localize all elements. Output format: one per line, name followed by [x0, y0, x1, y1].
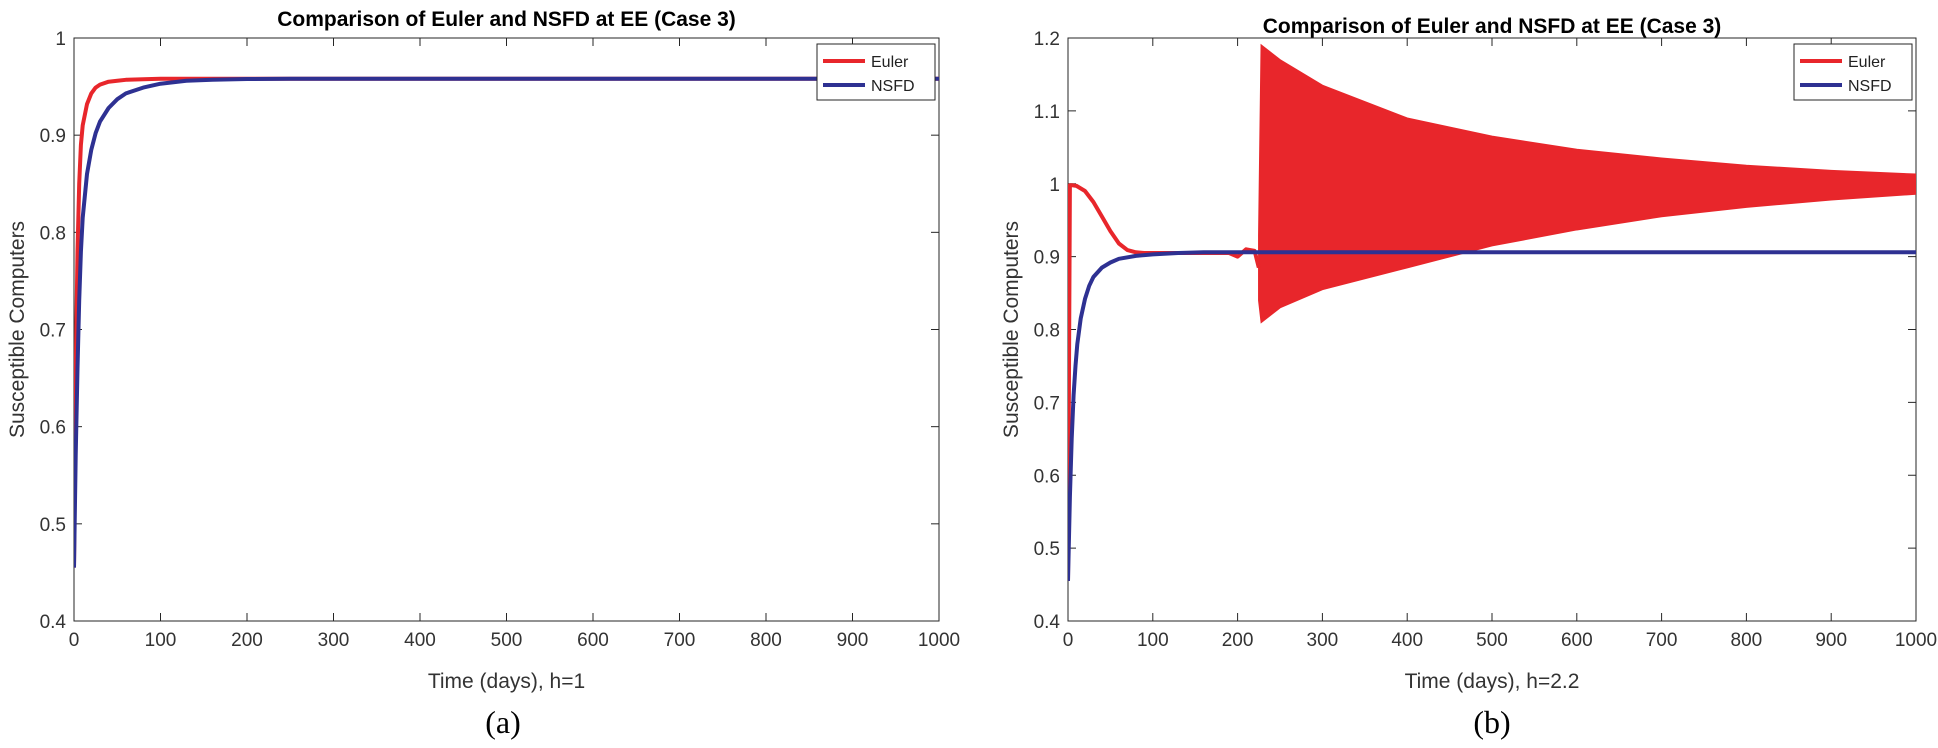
x-tick-label: 600	[1561, 630, 1593, 651]
x-tick-label: 900	[837, 630, 869, 651]
x-tick-label: 700	[1646, 630, 1678, 651]
y-tick-label: 0.8	[1034, 321, 1060, 342]
plot-area	[1067, 37, 1917, 622]
x-tick-label: 200	[1222, 630, 1254, 651]
x-tick-label: 400	[1391, 630, 1423, 651]
x-tick-label: 0	[69, 630, 80, 651]
y-tick-label: 1	[55, 29, 66, 50]
x-tick-label: 400	[404, 630, 436, 651]
y-tick-label: 0.7	[1034, 393, 1060, 414]
y-tick-label: 1	[1049, 175, 1060, 196]
legend: Euler NSFD	[816, 43, 936, 101]
series-nsfd-line	[74, 76, 939, 568]
y-axis-label: Susceptible Computers	[6, 221, 29, 438]
x-tick-label: 0	[1063, 630, 1074, 651]
chart-panel-b: 0 100 200 300 400 500 600 700 800 900 1000 0.4 0.5 0.…	[1000, 15, 1937, 740]
legend-label-nsfd: NSFD	[1848, 78, 1892, 95]
chart-title: Comparison of Euler and NSFD at EE (Case…	[277, 8, 736, 31]
x-tick-label: 100	[145, 630, 177, 651]
panel-caption: (a)	[485, 704, 521, 740]
plot-area	[73, 37, 940, 622]
legend-box	[1793, 43, 1913, 101]
y-tick-label: 0.7	[40, 321, 66, 342]
x-tick-label: 300	[1307, 630, 1339, 651]
legend-label-nsfd: NSFD	[871, 78, 915, 95]
x-tick-label: 200	[231, 630, 263, 651]
panel-caption: (b)	[1473, 704, 1510, 740]
series-euler-line	[1068, 183, 1261, 581]
x-axis-label: Time (days), h=1	[428, 670, 585, 693]
x-tick-label: 300	[318, 630, 350, 651]
y-axis-label: Susceptible Computers	[1000, 221, 1023, 438]
x-tick-label: 500	[1476, 630, 1508, 651]
y-tick-label: 0.5	[40, 515, 66, 536]
y-tick-label: 0.8	[40, 223, 66, 244]
x-tick-label: 100	[1137, 630, 1169, 651]
x-tick-label: 700	[664, 630, 696, 651]
x-axis-label: Time (days), h=2.2	[1405, 670, 1580, 693]
y-tick-label: 1.1	[1034, 102, 1060, 123]
y-tick-label: 0.9	[1034, 248, 1060, 269]
x-tick-label: 600	[577, 630, 609, 651]
series-nsfd-line	[1068, 250, 1916, 581]
y-tick-label: 1.2	[1034, 29, 1060, 50]
x-tick-label: 1000	[918, 630, 960, 651]
legend-label-euler: Euler	[871, 54, 909, 71]
chart-title: Comparison of Euler and NSFD at EE (Case…	[1263, 15, 1722, 38]
y-tick-label: 0.4	[40, 612, 67, 633]
legend-label-euler: Euler	[1848, 54, 1886, 71]
legend-box	[816, 43, 936, 101]
x-tick-label: 500	[491, 630, 523, 651]
y-tick-label: 0.6	[1034, 466, 1060, 487]
y-tick-label: 0.4	[1034, 612, 1061, 633]
x-tick-label: 1000	[1895, 630, 1937, 651]
chart-panel-a: 0 100 200 300 400 500 600 700 800 900 1000 0.4 0.5 0.…	[6, 8, 960, 740]
y-tick-label: 0.6	[40, 418, 66, 439]
series-group	[1068, 43, 1916, 581]
x-tick-label: 800	[1731, 630, 1763, 651]
x-tick-label: 800	[750, 630, 782, 651]
series-group	[74, 76, 939, 568]
legend: Euler NSFD	[1793, 43, 1913, 101]
y-tick-label: 0.9	[40, 126, 66, 147]
x-tick-label: 900	[1815, 630, 1847, 651]
y-tick-label: 0.5	[1034, 539, 1060, 560]
